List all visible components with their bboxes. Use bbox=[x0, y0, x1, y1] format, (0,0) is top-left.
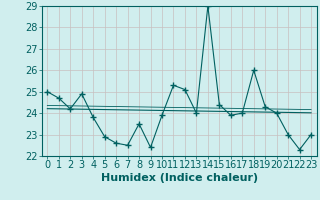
X-axis label: Humidex (Indice chaleur): Humidex (Indice chaleur) bbox=[100, 173, 258, 183]
